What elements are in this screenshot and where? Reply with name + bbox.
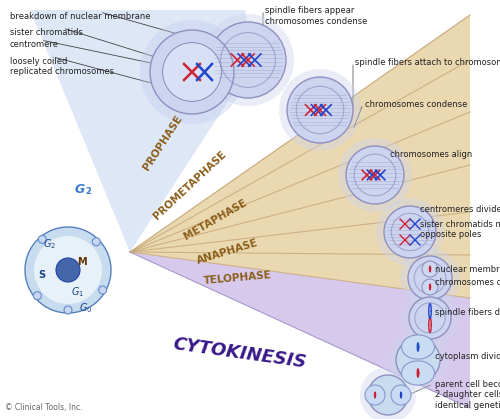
- Text: cytoplasm divides: cytoplasm divides: [435, 352, 500, 361]
- Polygon shape: [130, 252, 470, 408]
- Circle shape: [34, 292, 42, 300]
- Circle shape: [396, 338, 440, 382]
- Circle shape: [56, 258, 80, 282]
- Text: chromosomes condense: chromosomes condense: [265, 17, 368, 26]
- Text: breakdown of nuclear membrane: breakdown of nuclear membrane: [10, 12, 150, 21]
- Text: METAPHASE: METAPHASE: [182, 198, 248, 242]
- Circle shape: [162, 43, 222, 101]
- Text: spindle fibers disappear: spindle fibers disappear: [435, 308, 500, 317]
- Text: parent cell becomes
2 daughter cells with
identical genetic information: parent cell becomes 2 daughter cells wit…: [435, 380, 500, 410]
- Circle shape: [409, 297, 451, 339]
- Circle shape: [150, 30, 234, 114]
- Text: © Clinical Tools, Inc.: © Clinical Tools, Inc.: [5, 403, 82, 412]
- Text: chromosomes condense: chromosomes condense: [365, 100, 468, 109]
- Circle shape: [38, 235, 46, 243]
- Polygon shape: [30, 10, 255, 252]
- Text: chromosomes align: chromosomes align: [390, 150, 472, 159]
- Circle shape: [34, 236, 102, 304]
- Text: PROMETAPHASE: PROMETAPHASE: [152, 149, 228, 221]
- Circle shape: [360, 367, 416, 419]
- Text: $G_0$: $G_0$: [80, 301, 92, 315]
- Circle shape: [422, 261, 438, 277]
- Circle shape: [408, 256, 452, 300]
- Circle shape: [210, 22, 286, 98]
- Circle shape: [287, 77, 353, 143]
- Polygon shape: [130, 15, 470, 298]
- Text: PROPHASE: PROPHASE: [142, 114, 184, 172]
- Circle shape: [376, 198, 444, 266]
- Text: ANAPHASE: ANAPHASE: [196, 238, 260, 266]
- Text: chromosomes decondense: chromosomes decondense: [435, 278, 500, 287]
- Circle shape: [400, 248, 460, 308]
- Text: loosely coiled
replicated chromosomes: loosely coiled replicated chromosomes: [10, 57, 114, 76]
- Circle shape: [388, 330, 448, 390]
- Text: M: M: [77, 257, 87, 267]
- Circle shape: [346, 146, 404, 204]
- Ellipse shape: [402, 361, 434, 385]
- Text: spindle fibers attach to chromosomes: spindle fibers attach to chromosomes: [355, 58, 500, 67]
- Circle shape: [98, 286, 106, 294]
- Text: $G_1$: $G_1$: [72, 285, 85, 299]
- Text: S: S: [38, 270, 46, 280]
- Circle shape: [25, 227, 111, 313]
- Text: sister chromatids move to
opposite poles: sister chromatids move to opposite poles: [420, 220, 500, 239]
- Circle shape: [279, 69, 361, 151]
- Circle shape: [92, 238, 100, 246]
- Text: $G_2$: $G_2$: [44, 237, 57, 251]
- Circle shape: [202, 14, 294, 106]
- Circle shape: [365, 385, 385, 405]
- Circle shape: [391, 385, 411, 405]
- Circle shape: [64, 306, 72, 314]
- Text: CYTOKINESIS: CYTOKINESIS: [172, 335, 308, 371]
- Circle shape: [422, 279, 438, 295]
- Circle shape: [338, 138, 412, 212]
- Ellipse shape: [402, 335, 434, 359]
- Text: TELOPHASE: TELOPHASE: [204, 270, 272, 286]
- Text: spindle fibers appear: spindle fibers appear: [265, 6, 354, 15]
- Text: G: G: [75, 184, 85, 197]
- Text: 2: 2: [85, 187, 91, 196]
- Text: centromere: centromere: [10, 40, 59, 49]
- Text: centromeres divide: centromeres divide: [420, 205, 500, 214]
- Circle shape: [401, 289, 459, 347]
- Text: sister chromatids: sister chromatids: [10, 28, 83, 37]
- Circle shape: [140, 20, 244, 124]
- Circle shape: [384, 206, 436, 258]
- Text: nuclear membrane reforms: nuclear membrane reforms: [435, 265, 500, 274]
- Circle shape: [368, 375, 408, 415]
